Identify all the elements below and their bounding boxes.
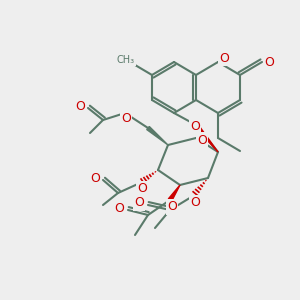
Text: O: O (114, 202, 124, 214)
Text: O: O (90, 172, 100, 184)
Text: O: O (197, 134, 207, 146)
Text: O: O (137, 182, 147, 196)
Text: O: O (190, 196, 200, 209)
Text: O: O (167, 200, 177, 214)
Polygon shape (168, 185, 180, 201)
Text: O: O (134, 196, 144, 209)
Text: O: O (264, 56, 274, 68)
Text: CH₃: CH₃ (117, 55, 135, 65)
Text: O: O (219, 52, 229, 64)
Text: O: O (121, 112, 131, 125)
Polygon shape (147, 127, 168, 145)
Text: O: O (75, 100, 85, 112)
Text: O: O (190, 119, 200, 133)
Polygon shape (194, 124, 218, 152)
